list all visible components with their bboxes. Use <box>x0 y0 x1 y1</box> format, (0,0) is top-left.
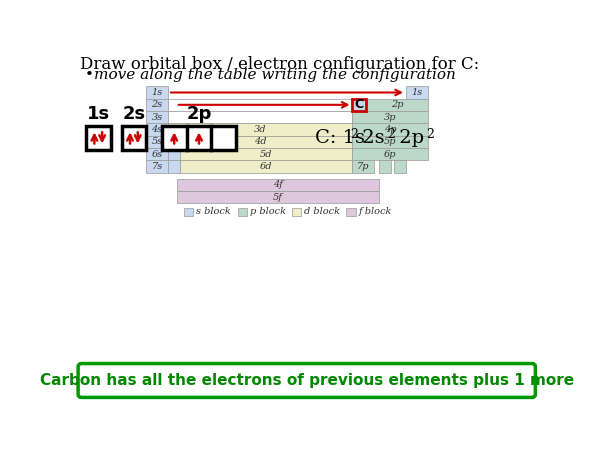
Text: 3d: 3d <box>254 125 266 134</box>
Bar <box>168 99 352 111</box>
Text: 4d: 4d <box>254 137 266 146</box>
Bar <box>146 148 168 160</box>
Bar <box>178 191 379 203</box>
Text: 5p: 5p <box>384 137 396 146</box>
Text: 4f: 4f <box>273 180 283 189</box>
Text: 5f: 5f <box>273 193 283 202</box>
Bar <box>86 126 110 150</box>
Text: •: • <box>84 68 93 82</box>
Text: 6s: 6s <box>152 149 163 158</box>
Text: C: 1s: C: 1s <box>315 129 365 147</box>
Bar <box>146 99 168 111</box>
Text: 2: 2 <box>388 128 395 140</box>
Text: 2: 2 <box>426 128 434 140</box>
Text: 2p: 2p <box>393 129 424 147</box>
Bar <box>352 99 367 111</box>
Bar <box>168 123 352 135</box>
Text: 2: 2 <box>350 128 358 140</box>
Bar <box>181 160 352 173</box>
Text: 2p: 2p <box>187 104 212 122</box>
Bar <box>238 208 247 216</box>
Bar <box>168 135 352 148</box>
Bar <box>146 135 168 148</box>
Bar <box>292 208 301 216</box>
Bar <box>394 160 406 173</box>
Text: 6d: 6d <box>260 162 272 171</box>
Bar <box>346 208 356 216</box>
Text: 3p: 3p <box>384 112 396 122</box>
Bar <box>406 86 428 99</box>
Text: d block: d block <box>304 207 340 216</box>
Bar <box>168 148 181 160</box>
Bar <box>146 123 168 135</box>
Text: 7s: 7s <box>152 162 163 171</box>
FancyBboxPatch shape <box>78 364 535 397</box>
Text: 3s: 3s <box>152 112 163 122</box>
Bar <box>367 99 428 111</box>
Bar <box>121 126 146 150</box>
Text: p block: p block <box>250 207 286 216</box>
Bar <box>352 111 428 123</box>
Text: 2s: 2s <box>152 100 163 109</box>
Bar <box>352 135 428 148</box>
Bar <box>178 179 379 191</box>
Bar <box>162 126 236 150</box>
Text: C: C <box>355 98 364 111</box>
Text: Carbon has all the electrons of previous elements plus 1 more: Carbon has all the electrons of previous… <box>40 373 574 388</box>
Text: 5s: 5s <box>152 137 163 146</box>
Bar <box>181 148 352 160</box>
Text: 1s: 1s <box>86 104 110 122</box>
Text: 2s: 2s <box>356 129 384 147</box>
Text: 6p: 6p <box>384 149 396 158</box>
Text: 4s: 4s <box>152 125 163 134</box>
Bar <box>146 111 168 123</box>
Text: 1s: 1s <box>411 88 422 97</box>
Text: 2p: 2p <box>391 100 403 109</box>
Text: Draw orbital box / electron configuration for C:: Draw orbital box / electron configuratio… <box>80 55 479 72</box>
Text: move along the table writing the configuration: move along the table writing the configu… <box>94 68 455 82</box>
Bar <box>168 111 352 123</box>
Text: 2s: 2s <box>122 104 145 122</box>
Bar <box>146 160 168 173</box>
Bar <box>352 123 428 135</box>
Bar <box>168 160 181 173</box>
Text: f block: f block <box>359 207 392 216</box>
Bar <box>352 160 374 173</box>
Bar <box>379 160 391 173</box>
Bar <box>352 99 367 111</box>
Bar <box>184 208 193 216</box>
Text: 4p: 4p <box>384 125 396 134</box>
Text: 1s: 1s <box>152 88 163 97</box>
Text: 7p: 7p <box>357 162 370 171</box>
Bar <box>146 86 168 99</box>
Bar <box>352 148 428 160</box>
Text: 5d: 5d <box>260 149 272 158</box>
Text: s block: s block <box>196 207 230 216</box>
